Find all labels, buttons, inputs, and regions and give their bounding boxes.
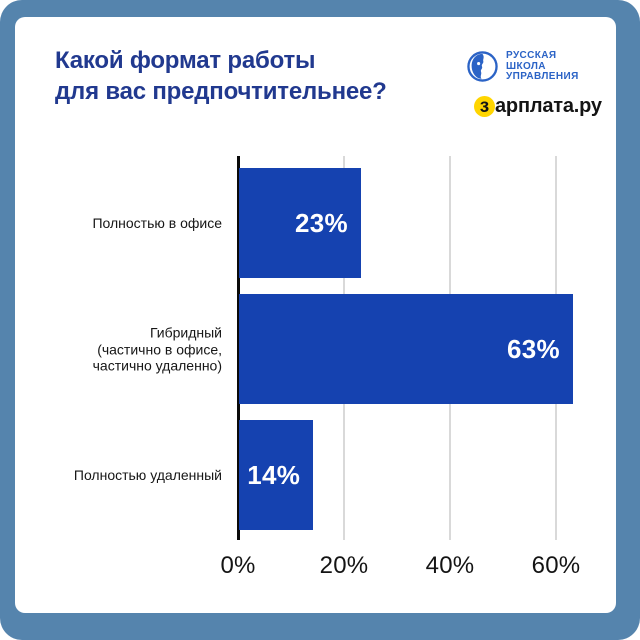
title-line-1: Какой формат работы <box>55 47 316 74</box>
category-label-line: Гибридный <box>149 324 222 341</box>
page-title: Какой формат работы для вас предпочтител… <box>55 45 415 107</box>
zarplata-logo-text: арплата.ру <box>495 95 602 117</box>
category-label: Полностью в офисе <box>25 215 222 232</box>
rsu-logo-line-1: РУССКАЯ <box>506 50 557 61</box>
zarplata-badge: з <box>474 96 495 117</box>
title-line-2: для вас предпочтительнее? <box>55 78 387 105</box>
bar-chart: 0% 20% 40% 60% 23% Полностью в офисе 63% Гибрид… <box>15 17 616 613</box>
bar-value-label: 63% <box>506 333 560 364</box>
bar: 14% <box>239 420 314 530</box>
rsu-logo: РУССКАЯ ШКОЛА УПРАВЛЕНИЯ <box>467 50 579 83</box>
bar-value-label: 23% <box>294 207 348 238</box>
category-label: Полностью удаленный <box>25 467 222 484</box>
rsu-logo-line-3: УПРАВЛЕНИЯ <box>506 71 579 82</box>
bar: 23% <box>239 168 361 278</box>
infographic-card: Какой формат работы для вас предпочтител… <box>15 17 616 613</box>
x-tick-label: 60% <box>531 552 581 579</box>
x-tick-label: 40% <box>425 552 475 579</box>
category-label-line: (частично в офисе, <box>97 340 222 357</box>
category-label-line: Полностью в офисе <box>92 214 222 231</box>
category-label: Гибридный (частично в офисе, частично удал… <box>25 324 222 374</box>
x-tick-label: 0% <box>220 552 256 579</box>
rsu-logo-line-2: ШКОЛА <box>506 60 546 72</box>
bar: 63% <box>239 294 573 404</box>
x-tick-label: 20% <box>319 552 369 579</box>
rsu-logo-icon <box>467 51 498 82</box>
bar-value-label: 14% <box>247 459 301 490</box>
category-label-line: Полностью удаленный <box>73 466 222 483</box>
zarplata-logo: з арплата.ру <box>474 95 602 118</box>
category-label-line: частично удаленно) <box>92 357 222 374</box>
y-axis-line <box>237 156 240 540</box>
rsu-logo-text: РУССКАЯ ШКОЛА УПРАВЛЕНИЯ <box>506 50 579 83</box>
